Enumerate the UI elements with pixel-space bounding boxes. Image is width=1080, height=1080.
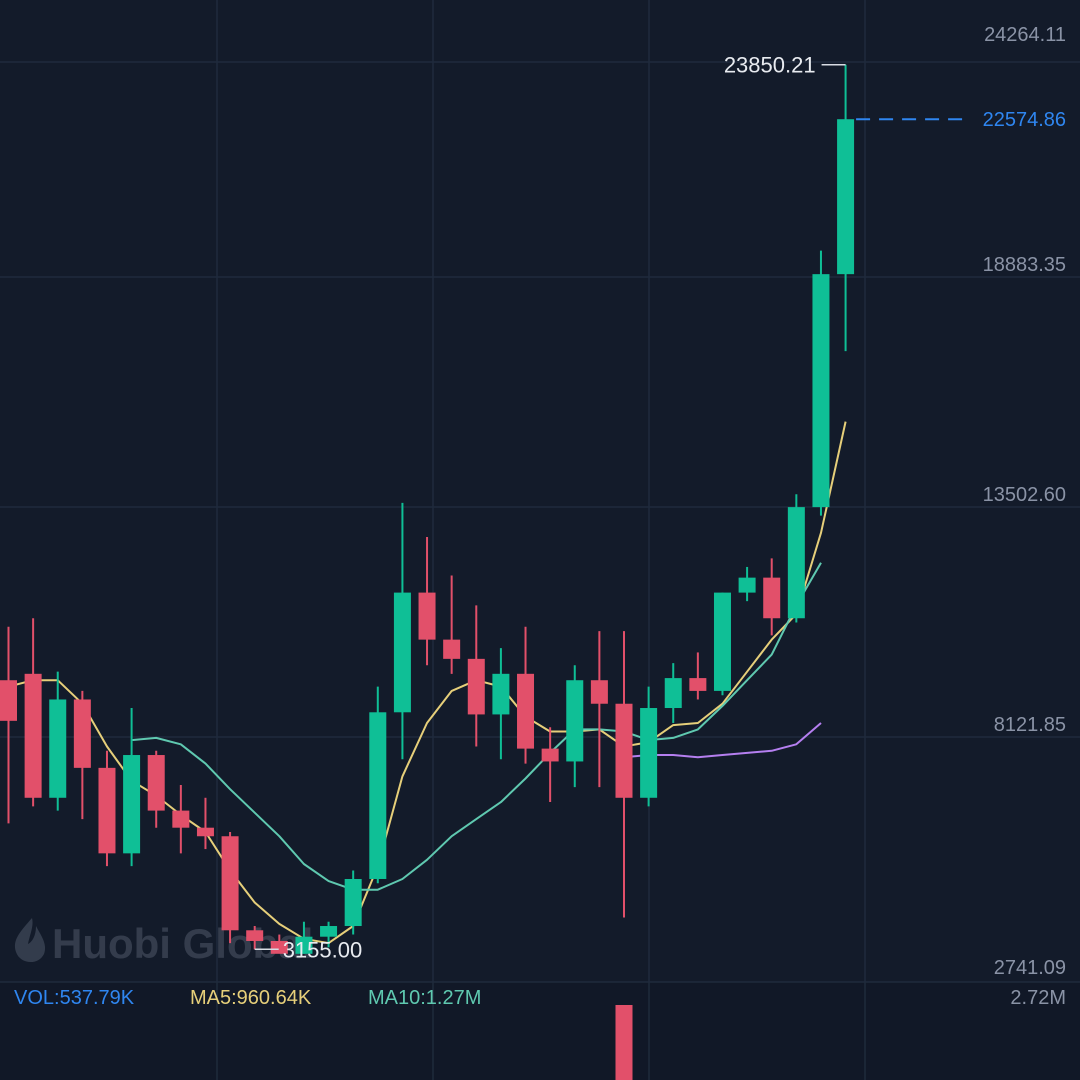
candle <box>123 708 141 867</box>
candle <box>246 926 264 950</box>
candle-body <box>393 592 411 713</box>
candle <box>689 652 707 700</box>
candle-body <box>221 836 239 931</box>
candle-body <box>196 827 214 837</box>
candle-body <box>713 592 731 691</box>
candle-body <box>147 755 165 811</box>
price-markers: 22574.86 23850.21 3155.00 <box>254 53 1066 962</box>
candle <box>418 537 436 666</box>
candle <box>0 626 17 824</box>
candle <box>566 665 584 788</box>
candle-body <box>492 673 510 715</box>
candle-body <box>320 926 338 937</box>
candle-body <box>664 678 682 709</box>
ma-line-ma10 <box>131 562 822 891</box>
candle-body <box>837 119 855 275</box>
candle <box>590 631 608 788</box>
candle-body <box>246 930 264 941</box>
volume-panel-bg <box>0 982 1080 1080</box>
y-axis: 24264.11 18883.35 13502.60 8121.85 2741.09 <box>983 24 1066 979</box>
candle <box>295 921 313 954</box>
y-tick-label: 2741.09 <box>994 957 1066 979</box>
candle-body <box>566 680 584 762</box>
y-tick-label: 8121.85 <box>994 714 1066 736</box>
huobi-logo-icon <box>14 918 46 963</box>
candle <box>196 797 214 850</box>
vol-ma10-label: MA10:1.27M <box>368 987 481 1009</box>
candle-body <box>172 810 190 828</box>
candle-body <box>787 507 805 619</box>
candle <box>270 934 288 954</box>
candle-body <box>443 639 461 659</box>
candle <box>492 648 510 760</box>
candle <box>443 575 461 674</box>
candle <box>664 663 682 723</box>
y-tick-label: 13502.60 <box>983 484 1066 506</box>
candle <box>320 921 338 948</box>
candle <box>763 558 781 636</box>
high-marker-label: 23850.21 <box>724 53 816 78</box>
candle <box>147 750 165 828</box>
candle <box>24 618 42 807</box>
candle-body <box>123 755 141 854</box>
candle <box>344 870 362 935</box>
candle-body <box>369 712 387 879</box>
candle-body <box>763 577 781 619</box>
current-price-label: 22574.86 <box>983 109 1066 131</box>
candle <box>467 605 485 747</box>
candle-body <box>24 673 42 798</box>
candle-body <box>689 678 707 691</box>
candle-body <box>344 878 362 927</box>
candle-body <box>73 699 91 768</box>
volume-bar <box>615 1005 633 1080</box>
candle-body <box>49 699 67 798</box>
y-tick-label: 18883.35 <box>983 254 1066 276</box>
candle <box>541 727 559 803</box>
candle-body <box>615 703 633 798</box>
candle-body <box>418 592 436 640</box>
candle <box>369 686 387 884</box>
candle <box>517 626 535 764</box>
candle <box>713 592 731 696</box>
candle <box>615 631 633 918</box>
candle <box>787 494 805 623</box>
candle <box>812 250 830 516</box>
candle-body <box>812 274 830 508</box>
candle <box>640 686 658 807</box>
candle <box>837 64 855 352</box>
candle-body <box>738 577 756 593</box>
candle <box>172 784 190 854</box>
y-tick-label: 24264.11 <box>984 24 1066 46</box>
candle-body <box>541 748 559 762</box>
candle <box>221 831 239 944</box>
candle <box>98 750 116 867</box>
candle <box>73 690 91 820</box>
watermark: Huobi Global <box>14 918 313 967</box>
volume-panel: VOL:537.79K MA5:960.64K MA10:1.27M 2.72M <box>14 987 1066 1080</box>
candles <box>0 64 855 954</box>
candle-body <box>0 680 17 721</box>
vol-axis-max-label: 2.72M <box>1010 987 1066 1009</box>
candle <box>738 566 756 602</box>
candle-body <box>640 708 658 798</box>
vol-ma5-label: MA5:960.64K <box>190 987 312 1009</box>
watermark-text: Huobi Global <box>52 920 313 967</box>
candle-body <box>270 940 288 954</box>
candle-body <box>98 767 116 854</box>
low-marker-label: 3155.00 <box>283 937 363 962</box>
candle-body <box>295 936 313 954</box>
candle <box>393 502 411 760</box>
vol-label: VOL:537.79K <box>14 987 135 1009</box>
candle-body <box>467 658 485 715</box>
candle-body <box>517 673 535 749</box>
candle-body <box>590 680 608 704</box>
candle <box>49 671 67 811</box>
